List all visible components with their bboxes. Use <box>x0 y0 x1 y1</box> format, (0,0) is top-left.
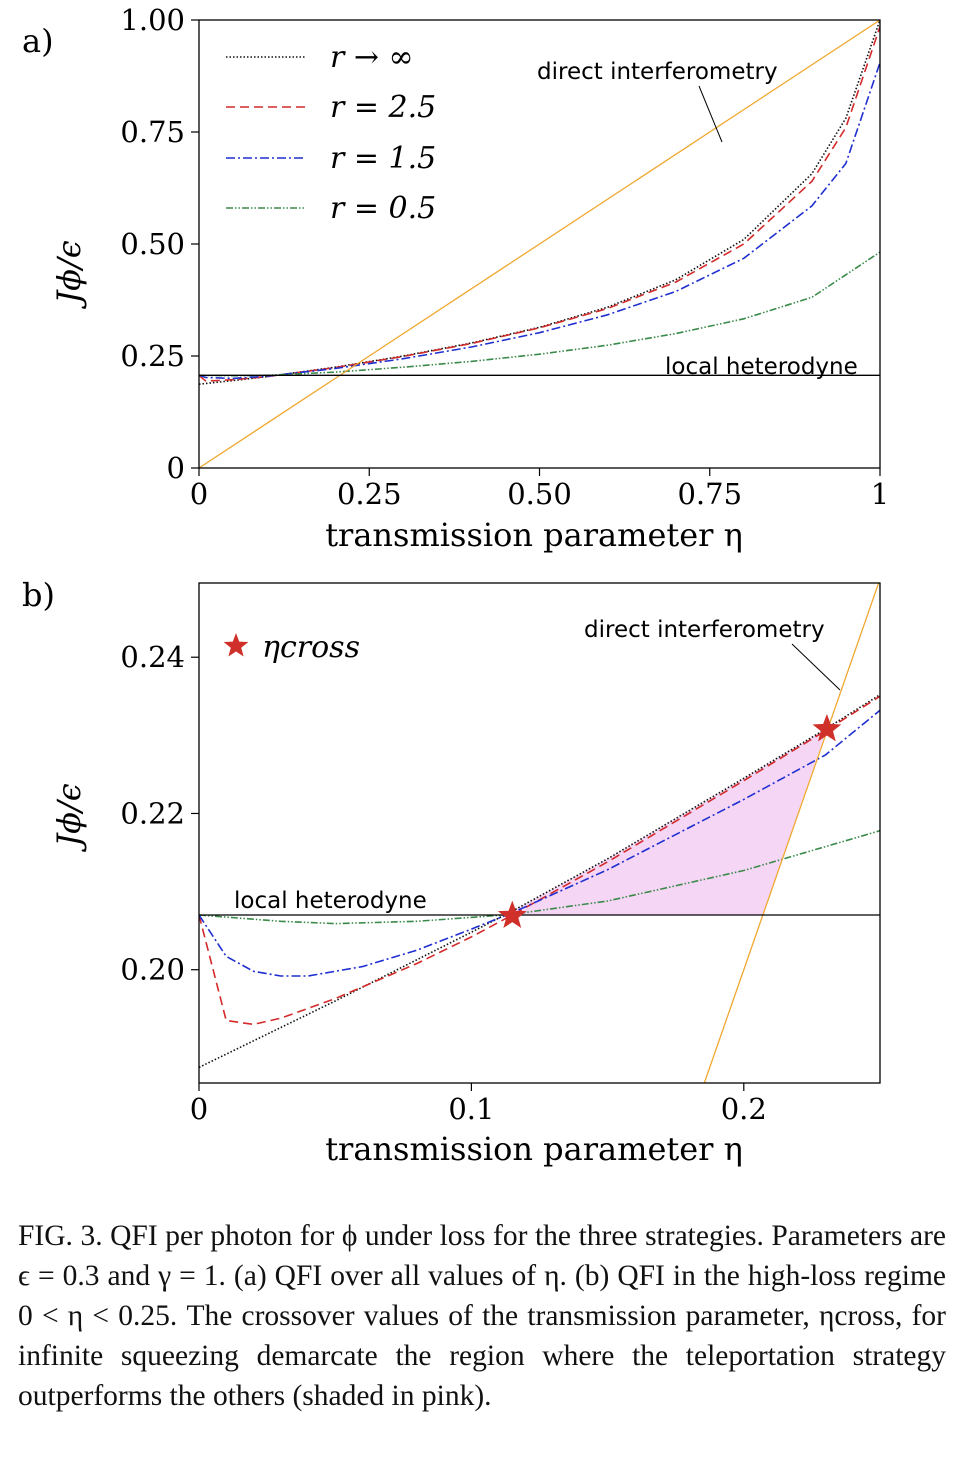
panel-a-x-ticks: 0 0.25 0.50 0.75 1 <box>190 468 889 511</box>
panel-b-series-direct-interferometry <box>703 583 880 1083</box>
shaded-region <box>512 728 827 916</box>
panel-b-x-tick-label: 0.2 <box>721 1092 767 1126</box>
panel-b-xlabel: transmission parameter η <box>325 1130 743 1168</box>
panel-b-label: b) <box>22 576 55 614</box>
panel-a-x-tick-label: 1 <box>871 477 889 511</box>
panel-a-x-tick-label: 0 <box>190 477 208 511</box>
legend-label-r-1-5: r = 1.5 <box>330 141 436 176</box>
panel-a-x-tick-label: 0.75 <box>677 477 742 511</box>
panel-a-y-tick-label: 1.00 <box>120 3 185 37</box>
legend-star-icon <box>223 633 249 657</box>
svg-text:Jϕ/ϵ: Jϕ/ϵ <box>50 783 88 852</box>
panel-a-y-ticks: 0 0.25 0.50 0.75 1.00 <box>120 3 199 485</box>
crossover-star-2 <box>812 713 842 742</box>
panel-b-series-r-0-5 <box>199 829 880 925</box>
panel-a-legend: r → ∞ r = 2.5 r = 1.5 r = 0.5 <box>226 40 436 226</box>
panel-a-series-r-2-5 <box>199 26 880 382</box>
panel-a-ylabel: Jϕ/ϵ <box>50 240 88 309</box>
panel-a-annotation-pointer <box>698 85 723 143</box>
panel-b-series-r-1-5 <box>199 709 880 977</box>
panel-a-label: a) <box>22 22 54 60</box>
panel-a-annotation-direct: direct interferometry <box>537 59 778 85</box>
panel-a-y-tick-label: 0.50 <box>120 227 185 261</box>
panel-b-plot-area <box>199 583 880 1083</box>
panel-b-x-ticks: 0 0.1 0.2 <box>190 1083 767 1126</box>
panel-a: a) Jϕ/ϵ transmission parameter η 0 0.25 0.… <box>22 3 889 554</box>
panel-b-y-tick-label: 0.22 <box>120 796 185 830</box>
panel-b-annotation-pointer <box>791 643 841 691</box>
panel-a-xlabel: transmission parameter η <box>325 516 743 554</box>
panel-b-ylabel: Jϕ/ϵ <box>50 783 88 852</box>
panel-a-plot-area <box>199 20 880 468</box>
panel-a-series-r-0-5 <box>199 251 880 377</box>
panel-a-frame <box>198 19 881 469</box>
panel-a-x-tick-label: 0.50 <box>507 477 572 511</box>
panel-a-x-tick-label: 0.25 <box>337 477 402 511</box>
panel-b-annotation-local: local heterodyne <box>234 888 427 914</box>
panel-b-frame <box>198 582 881 1084</box>
legend-label-r-0-5: r = 0.5 <box>330 191 436 226</box>
panel-b-series-r-2-5 <box>199 695 880 1026</box>
legend-label-eta-cross: ηcross <box>262 630 360 665</box>
panel-b-y-tick-label: 0.24 <box>120 640 185 674</box>
panel-a-annotation-local: local heterodyne <box>665 354 858 380</box>
panel-b-x-tick-label: 0 <box>190 1092 208 1126</box>
legend-label-r-2-5: r = 2.5 <box>330 90 436 125</box>
panel-b-x-tick-label: 0.1 <box>448 1092 494 1126</box>
panel-b-y-ticks: 0.20 0.22 0.24 <box>120 640 199 987</box>
figure-caption: FIG. 3. QFI per photon for ϕ under loss … <box>18 1220 946 1412</box>
panel-a-y-tick-label: 0.25 <box>120 339 185 373</box>
svg-text:Jϕ/ϵ: Jϕ/ϵ <box>50 240 88 309</box>
panel-b-annotation-direct: direct interferometry <box>584 617 825 643</box>
panel-a-y-tick-label: 0 <box>167 451 185 485</box>
panel-a-series-direct-interferometry <box>199 20 880 468</box>
panel-b-y-tick-label: 0.20 <box>120 953 185 987</box>
panel-b-legend: ηcross <box>223 630 360 665</box>
panel-b: b) Jϕ/ϵ transmission parameter η 0 0.1 0.2… <box>22 576 881 1168</box>
figure: a) Jϕ/ϵ transmission parameter η 0 0.25 0.… <box>22 3 889 1168</box>
panel-a-series-r-1-5 <box>199 62 880 380</box>
legend-label-r-inf: r → ∞ <box>330 40 414 75</box>
panel-a-y-tick-label: 0.75 <box>120 115 185 149</box>
crossover-star-1 <box>497 900 527 929</box>
panel-b-series-r-inf <box>199 694 880 1069</box>
